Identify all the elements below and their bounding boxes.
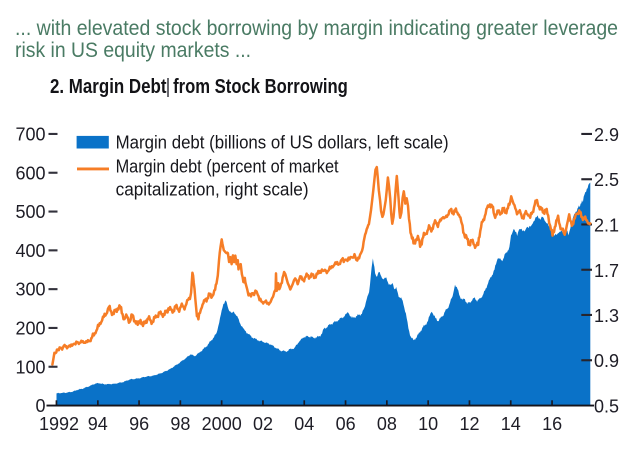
- svg-text:2.1: 2.1: [594, 216, 619, 236]
- svg-text:400: 400: [15, 241, 45, 261]
- svg-text:1.7: 1.7: [594, 261, 619, 281]
- svg-text:10: 10: [418, 414, 438, 434]
- svg-text:from Stock Borrowing: from Stock Borrowing: [173, 75, 348, 98]
- svg-text:06: 06: [336, 414, 356, 434]
- svg-text:2.5: 2.5: [594, 170, 619, 190]
- svg-text:98: 98: [170, 414, 190, 434]
- svg-text:capitalization, right scale): capitalization, right scale): [116, 179, 309, 199]
- svg-text:500: 500: [15, 202, 45, 222]
- svg-text:1.3: 1.3: [594, 306, 619, 326]
- svg-text:600: 600: [15, 163, 45, 183]
- svg-text:2000: 2000: [202, 414, 242, 434]
- svg-text:16: 16: [542, 414, 562, 434]
- svg-text:0: 0: [35, 396, 45, 416]
- svg-text:Margin debt (billions of US do: Margin debt (billions of US dollars, lef…: [116, 133, 449, 153]
- svg-text:12: 12: [459, 414, 479, 434]
- svg-text:risk in US equity markets ...: risk in US equity markets ...: [15, 38, 251, 62]
- svg-text:300: 300: [15, 280, 45, 300]
- svg-text:100: 100: [15, 357, 45, 377]
- svg-text:94: 94: [88, 414, 108, 434]
- svg-text:14: 14: [501, 414, 521, 434]
- svg-text:02: 02: [253, 414, 273, 434]
- svg-text:700: 700: [15, 125, 45, 145]
- svg-text:200: 200: [15, 319, 45, 339]
- svg-text:08: 08: [377, 414, 397, 434]
- svg-text:... with elevated stock borrow: ... with elevated stock borrowing by mar…: [15, 16, 618, 40]
- svg-text:96: 96: [129, 414, 149, 434]
- svg-text:0.9: 0.9: [594, 351, 619, 371]
- svg-text:0.5: 0.5: [594, 397, 619, 417]
- svg-text:2.9: 2.9: [594, 125, 619, 145]
- svg-text:1992: 1992: [39, 414, 79, 434]
- svg-text:Margin debt (percent of market: Margin debt (percent of market: [116, 156, 339, 176]
- svg-text:04: 04: [294, 414, 314, 434]
- svg-text:2. Margin Debt: 2. Margin Debt: [50, 75, 167, 98]
